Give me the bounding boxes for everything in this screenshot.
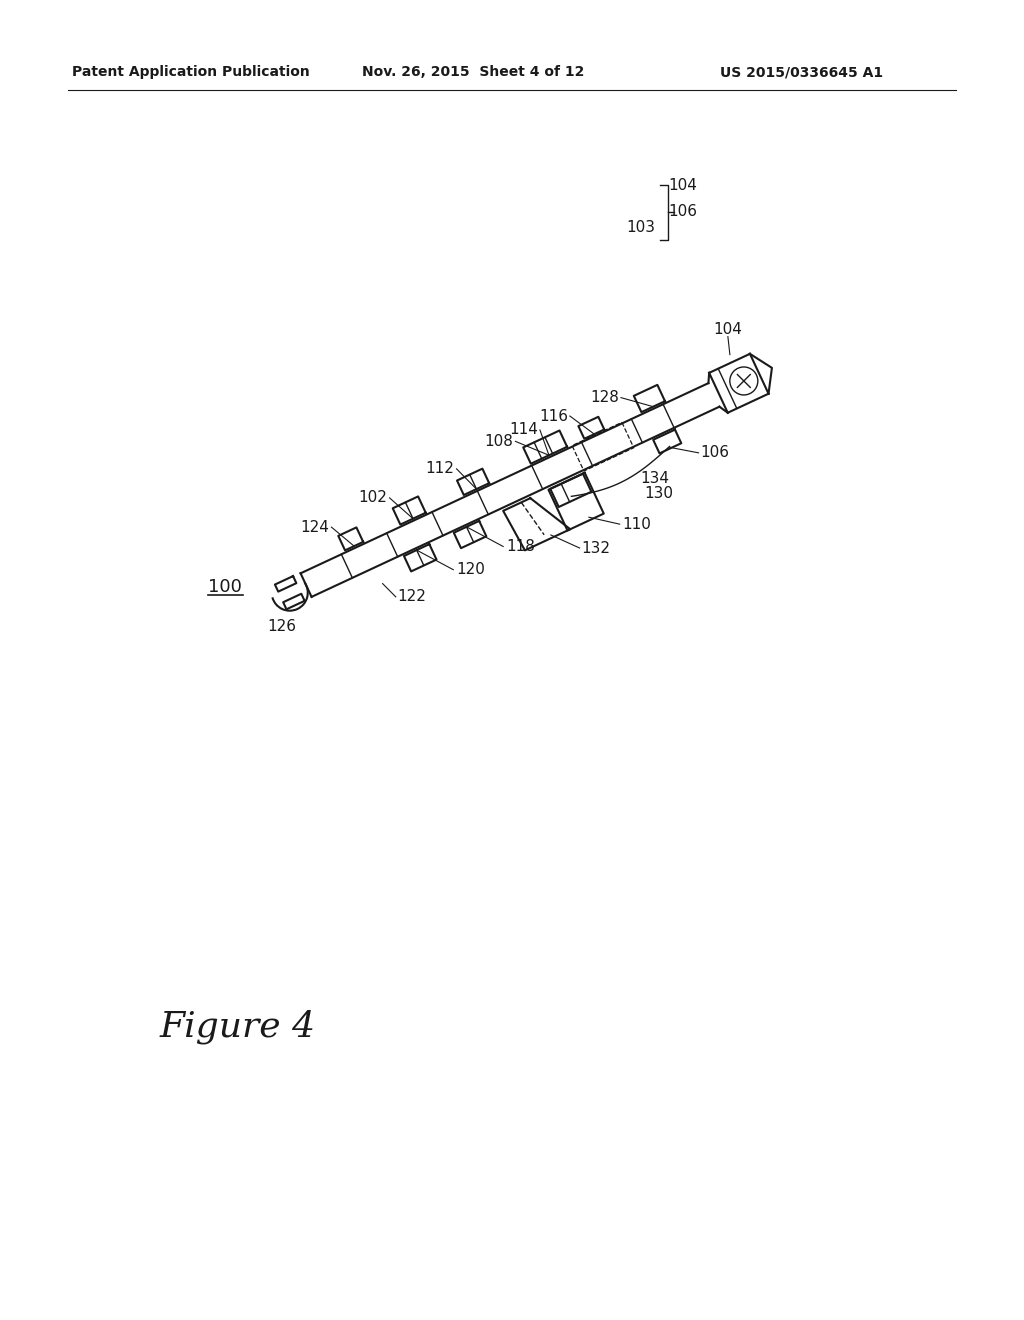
Text: 122: 122 <box>397 590 427 605</box>
Text: US 2015/0336645 A1: US 2015/0336645 A1 <box>720 65 883 79</box>
Text: 116: 116 <box>539 408 568 424</box>
Text: 112: 112 <box>426 462 455 477</box>
Text: 106: 106 <box>668 205 697 219</box>
Text: 126: 126 <box>267 619 296 634</box>
Text: Figure 4: Figure 4 <box>160 1010 316 1044</box>
Text: Patent Application Publication: Patent Application Publication <box>72 65 309 79</box>
Text: 114: 114 <box>509 422 538 437</box>
Text: 106: 106 <box>700 445 729 461</box>
Text: 100: 100 <box>208 578 242 595</box>
Text: Nov. 26, 2015  Sheet 4 of 12: Nov. 26, 2015 Sheet 4 of 12 <box>362 65 585 79</box>
Text: 104: 104 <box>668 177 697 193</box>
Text: 104: 104 <box>714 322 742 337</box>
Text: 130: 130 <box>644 486 674 500</box>
Text: 102: 102 <box>358 491 387 506</box>
Text: 110: 110 <box>623 516 651 532</box>
Text: 108: 108 <box>484 434 513 449</box>
Text: 124: 124 <box>301 520 330 535</box>
Text: 132: 132 <box>582 540 610 556</box>
Text: 103: 103 <box>626 220 655 235</box>
Text: 118: 118 <box>506 539 536 554</box>
Text: 128: 128 <box>590 391 618 405</box>
Text: 120: 120 <box>457 562 485 577</box>
Text: 134: 134 <box>640 471 669 486</box>
